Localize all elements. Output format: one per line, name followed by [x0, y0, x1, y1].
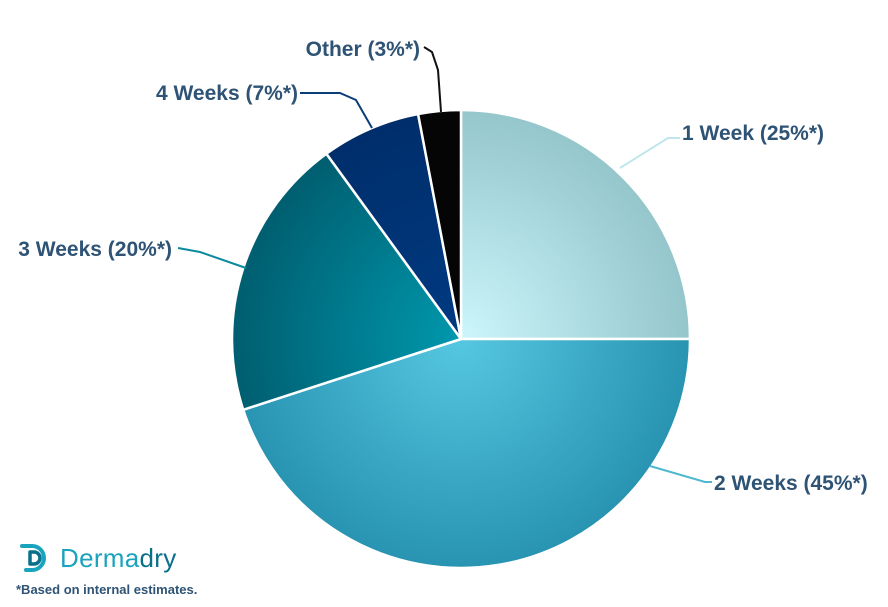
- brand-name-part1: Derma: [60, 542, 140, 573]
- pie-slice: [459, 108, 692, 341]
- leader-line: [619, 137, 680, 169]
- slice-label: 3 Weeks (20%*): [18, 238, 172, 261]
- slice-label: 4 Weeks (7%*): [156, 82, 298, 105]
- dermadry-logo-icon: [20, 544, 46, 572]
- brand-name-part2: dry: [139, 542, 177, 573]
- pie-slice: [241, 337, 692, 570]
- slice-label: 1 Week (25%*): [682, 122, 824, 145]
- slice-label: 2 Weeks (45%*): [714, 472, 868, 495]
- slice-labels: 1 Week (25%*) 2 Weeks (45%*) 3 Weeks (20%*…: [18, 38, 867, 495]
- leader-line: [649, 465, 712, 483]
- leader-lines: [177, 46, 712, 483]
- slice-label: Other (3%*): [306, 38, 420, 61]
- pie-slices: [230, 108, 692, 570]
- pie-slice: [230, 151, 464, 412]
- leader-line: [300, 92, 373, 129]
- brand-logo-block: Dermadry: [16, 540, 177, 576]
- pie-slice: [416, 108, 463, 340]
- leader-line: [423, 46, 442, 113]
- leader-line: [177, 247, 247, 269]
- brand-name: Dermadry: [60, 543, 177, 574]
- footnote: *Based on internal estimates.: [16, 582, 198, 597]
